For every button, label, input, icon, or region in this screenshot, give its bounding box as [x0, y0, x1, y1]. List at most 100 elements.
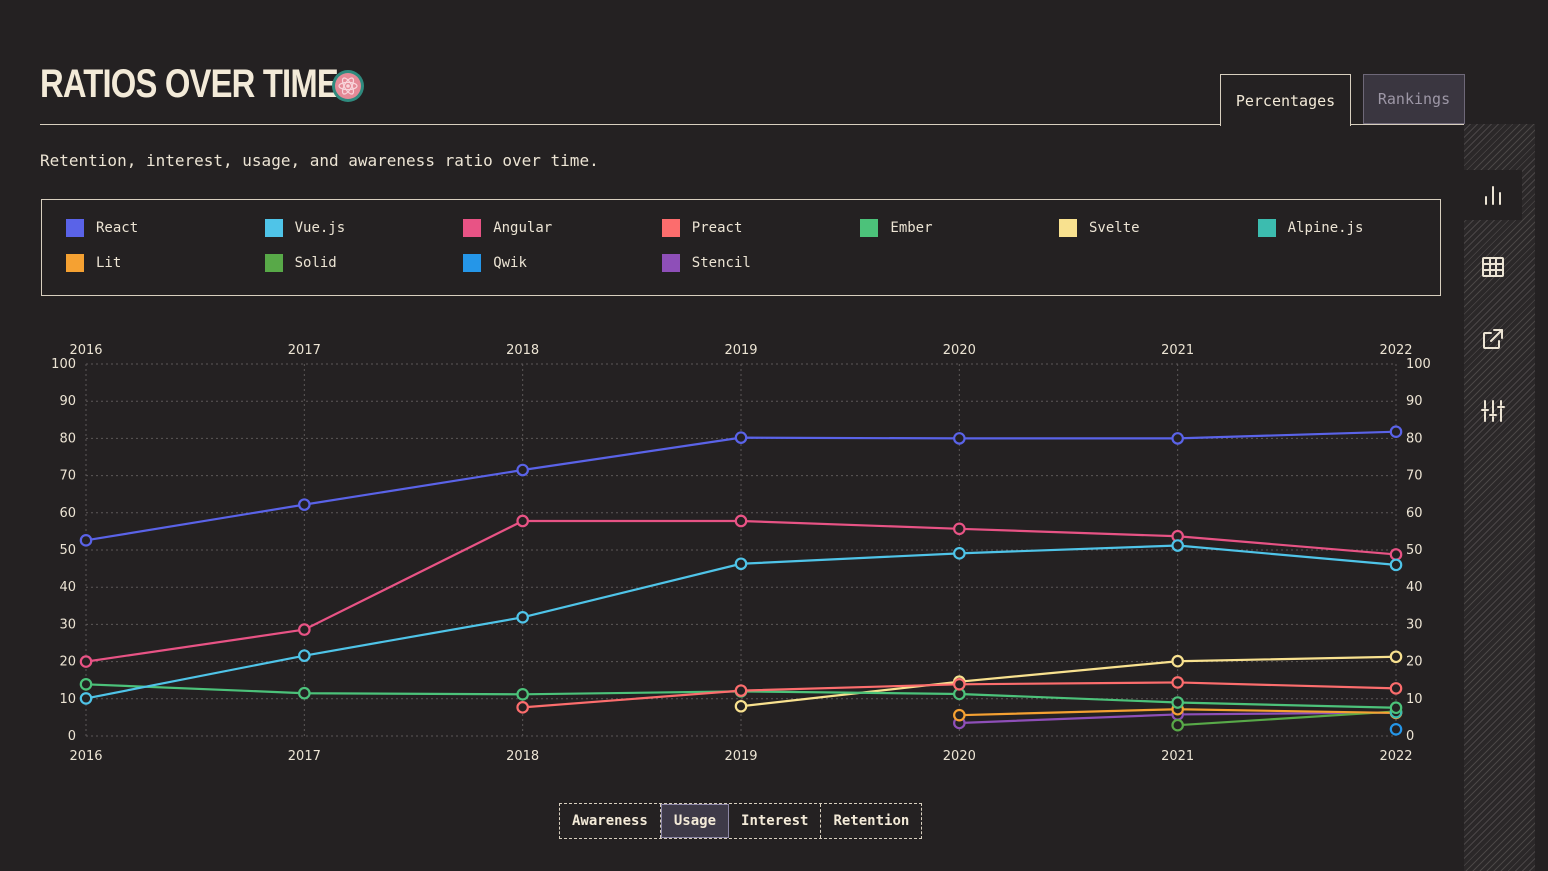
page-title: Ratios over time: [40, 62, 339, 106]
y-tick-label-left: 10: [59, 692, 76, 707]
y-tick-label-right: 0: [1406, 729, 1414, 744]
y-tick-label-right: 10: [1406, 692, 1423, 707]
legend-swatch: [1257, 219, 1276, 237]
legend-item[interactable]: React: [66, 219, 138, 237]
y-tick-label-right: 60: [1406, 506, 1423, 521]
data-point: [734, 557, 748, 571]
y-tick-label-left: 70: [59, 469, 76, 484]
y-tick-label-left: 40: [59, 580, 76, 595]
legend-label: Lit: [96, 255, 122, 271]
legend-swatch: [66, 219, 84, 237]
metric-usage-button[interactable]: Usage: [660, 804, 730, 838]
data-point: [1389, 682, 1403, 695]
legend-label: Alpine.js: [1287, 220, 1364, 236]
bar-chart-icon: [1485, 186, 1501, 205]
y-tick-label-left: 50: [59, 543, 76, 558]
settings-button[interactable]: [1464, 386, 1522, 436]
legend-item[interactable]: Qwik: [463, 254, 527, 272]
legend-label: Stencil: [691, 255, 751, 271]
y-tick-label-left: 60: [59, 506, 76, 521]
x-tick-label-top: 2016: [69, 343, 102, 358]
legend-item[interactable]: Vue.js: [264, 219, 345, 237]
metric-interest-button[interactable]: Interest: [729, 804, 822, 838]
legend-item[interactable]: Preact: [661, 219, 743, 237]
data-point: [298, 498, 311, 511]
legend-item[interactable]: Lit: [66, 254, 121, 272]
y-tick-label-right: 20: [1406, 655, 1423, 670]
legend-swatch: [264, 219, 283, 237]
legend-label: Qwik: [493, 255, 527, 271]
y-tick-label-left: 80: [59, 431, 76, 446]
metric-switcher: Awareness Usage Interest Retention: [559, 803, 923, 839]
data-point: [953, 432, 966, 445]
legend-item[interactable]: Solid: [264, 254, 337, 272]
x-tick-label-bottom: 2021: [1161, 749, 1194, 764]
legend-label: Angular: [493, 220, 553, 236]
tab-rankings[interactable]: Rankings: [1363, 74, 1465, 124]
data-point: [1389, 723, 1403, 736]
data-point: [516, 463, 529, 477]
legend-swatch: [661, 219, 680, 237]
chart-view-button[interactable]: [1464, 170, 1522, 220]
data-point: [516, 611, 529, 624]
data-point: [1389, 425, 1403, 439]
data-point: [1171, 676, 1184, 689]
data-point: [516, 514, 529, 528]
legend-swatch: [860, 219, 879, 237]
y-tick-label-right: 50: [1406, 543, 1423, 558]
data-point: [953, 708, 966, 722]
share-button[interactable]: [1464, 314, 1522, 364]
legend-item[interactable]: Alpine.js: [1257, 219, 1364, 237]
y-tick-label-right: 30: [1406, 617, 1423, 632]
chart-legend: React Vue.js Angular Preact Ember Svelte Alpin…: [41, 199, 1441, 296]
data-point: [734, 684, 748, 697]
chart-description: Retention, interest, usage, and awarenes…: [40, 151, 599, 170]
data-point: [516, 688, 529, 701]
legend-item[interactable]: Svelte: [1059, 219, 1140, 237]
chart-toolbar: [1464, 124, 1535, 871]
legend-label: Preact: [691, 220, 743, 236]
header-divider-right: [1350, 124, 1535, 125]
x-tick-label-top: 2019: [724, 343, 757, 358]
table-view-button[interactable]: [1464, 242, 1522, 292]
x-tick-label-bottom: 2016: [69, 749, 102, 764]
legend-label: React: [96, 220, 139, 236]
data-point: [298, 686, 311, 700]
y-tick-label-left: 0: [68, 729, 76, 744]
x-tick-label-bottom: 2017: [288, 749, 321, 764]
data-point: [79, 692, 93, 705]
legend-swatch: [1059, 219, 1077, 237]
series-line-solid: [1177, 710, 1397, 727]
series-line-svelte: [740, 655, 1397, 708]
metric-retention-button[interactable]: Retention: [833, 813, 910, 829]
tab-percentages[interactable]: Percentages: [1220, 74, 1351, 126]
header-divider: [40, 124, 1220, 125]
data-point: [79, 534, 93, 547]
data-point: [1389, 558, 1403, 572]
data-point: [953, 547, 966, 560]
legend-label: Solid: [294, 255, 337, 271]
y-tick-label-right: 40: [1406, 580, 1423, 595]
data-point: [1171, 432, 1184, 445]
legend-swatch: [463, 254, 482, 272]
x-tick-label-top: 2020: [943, 343, 976, 358]
legend-item[interactable]: Ember: [860, 219, 933, 237]
data-point: [953, 677, 966, 691]
data-point: [1171, 696, 1184, 709]
data-point: [734, 514, 748, 528]
x-tick-label-bottom: 2020: [943, 749, 976, 764]
legend-item[interactable]: Angular: [463, 219, 552, 237]
legend-swatch: [66, 254, 84, 272]
data-point: [734, 431, 748, 444]
data-point: [298, 649, 311, 662]
x-tick-label-bottom: 2022: [1379, 749, 1412, 764]
y-tick-label-left: 90: [59, 394, 76, 409]
react-logo-icon: [332, 70, 364, 102]
legend-item[interactable]: Stencil: [661, 254, 751, 272]
x-tick-label-bottom: 2019: [724, 749, 757, 764]
legend-label: Ember: [890, 220, 933, 236]
metric-awareness-button[interactable]: Awareness: [560, 804, 661, 838]
share-icon: [1483, 329, 1503, 349]
y-tick-label-left: 30: [59, 617, 76, 632]
x-tick-label-bottom: 2018: [506, 749, 539, 764]
